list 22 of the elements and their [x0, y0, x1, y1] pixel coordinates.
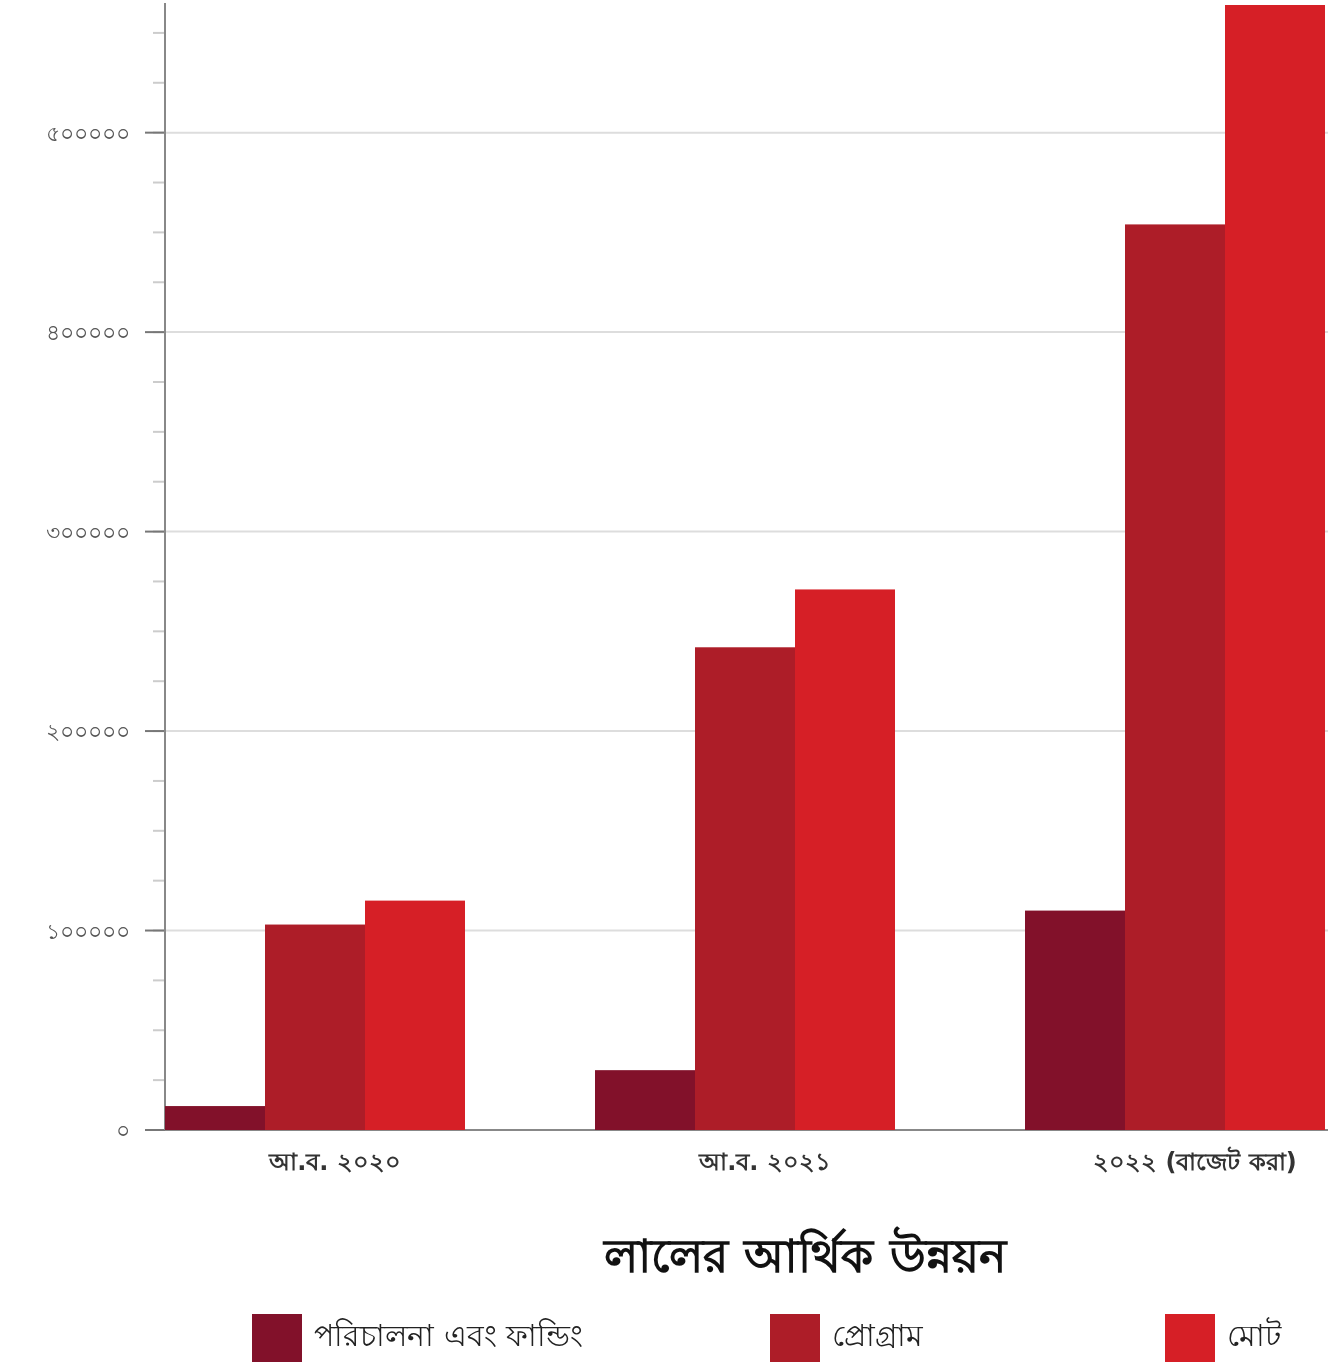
legend-label: পরিচালনা এবং ফান্ডিং	[314, 1318, 584, 1353]
bar	[1125, 224, 1225, 1130]
legend-label: মোট	[1227, 1317, 1282, 1353]
y-tick-label: ০	[116, 1118, 130, 1143]
bar	[695, 647, 795, 1130]
bar	[365, 900, 465, 1130]
bar	[265, 924, 365, 1130]
x-tick-label: আ.ব. ২০২০	[268, 1148, 401, 1176]
y-tick-label: ৪০০০০০	[46, 320, 130, 346]
bar	[595, 1070, 695, 1130]
y-tick-label: ৫০০০০০	[46, 120, 130, 146]
bar	[165, 1106, 265, 1130]
legend-label: প্রোগ্রাম	[832, 1318, 924, 1353]
bar	[1025, 910, 1125, 1130]
y-tick-label: ৩০০০০০	[46, 519, 130, 545]
bar	[795, 589, 895, 1130]
y-tick-label: ১০০০০০	[46, 918, 130, 944]
x-tick-label: আ.ব. ২০২১	[698, 1148, 831, 1176]
y-tick-label: ২০০০০০	[46, 719, 130, 745]
bar	[1225, 4, 1325, 1130]
x-tick-label: ২০২২ (বাজেট করা)	[1093, 1146, 1297, 1176]
text: লালের আর্থিক উন্নয়ন	[602, 1226, 1008, 1283]
